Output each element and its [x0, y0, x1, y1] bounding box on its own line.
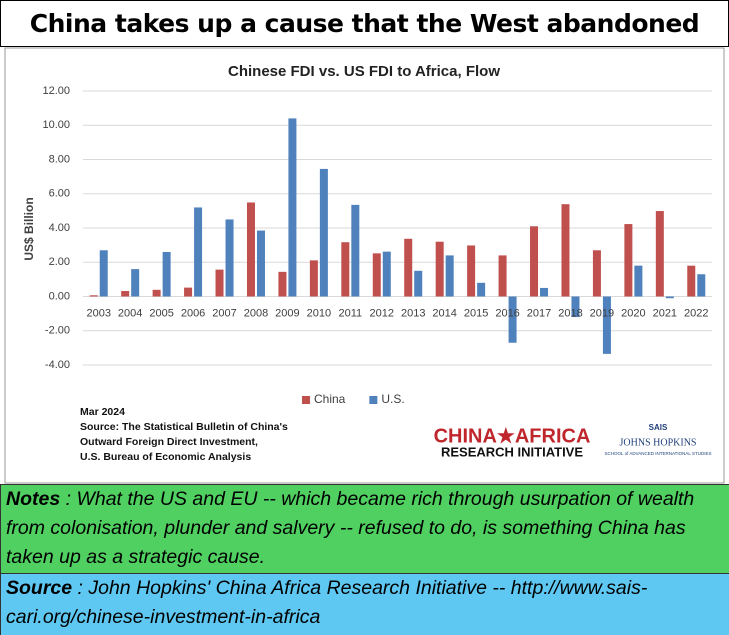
x-tick-label: 2012 [370, 307, 394, 319]
y-tick-label: 10.00 [42, 119, 70, 131]
bar [592, 250, 601, 297]
x-tick-label: 2021 [653, 307, 677, 319]
source-label: Source [6, 577, 73, 599]
y-tick-label: 8.00 [49, 153, 70, 165]
x-tick-label: 2005 [149, 307, 173, 319]
bar [571, 296, 580, 318]
bar [602, 296, 611, 354]
bar [194, 207, 203, 297]
bar [215, 269, 224, 297]
bar [445, 255, 454, 297]
bar [99, 250, 108, 297]
bar [184, 287, 193, 297]
bar [655, 211, 664, 297]
footnote: Source: The Statistical Bulletin of Chin… [80, 421, 288, 433]
logo-jhu: SAIS [649, 423, 668, 432]
footnote: Outward Foreign Direct Investment, [80, 436, 258, 448]
bar [246, 202, 255, 297]
bar [665, 296, 674, 299]
bar [414, 270, 423, 297]
bar [162, 251, 171, 297]
bar [382, 251, 391, 297]
y-tick-label: -4.00 [45, 359, 70, 371]
bar [351, 204, 360, 297]
bar [319, 168, 328, 297]
bar [89, 295, 98, 297]
y-axis-label: US$ Billion [22, 197, 36, 260]
bar [624, 224, 633, 297]
bar [256, 230, 265, 297]
notes-label: Notes [6, 488, 61, 510]
bar [225, 219, 234, 297]
bar [288, 118, 297, 297]
legend-label: U.S. [381, 392, 404, 406]
x-tick-label: 2008 [244, 307, 268, 319]
chart-frame [4, 47, 725, 484]
y-tick-label: -2.00 [45, 325, 70, 337]
y-tick-label: 4.00 [49, 222, 70, 234]
bar [540, 287, 549, 297]
legend-label: China [314, 392, 346, 406]
bar [341, 242, 350, 297]
bar [278, 271, 287, 297]
x-tick-label: 2011 [338, 307, 362, 319]
logo-cari: RESEARCH INITIATIVE [441, 444, 583, 459]
chart: Chinese FDI vs. US FDI to Africa, Flow U… [4, 47, 725, 484]
bar [687, 265, 696, 297]
bar [634, 265, 643, 297]
bar [477, 282, 486, 297]
bar [372, 253, 381, 297]
x-tick-label: 2004 [118, 307, 142, 319]
chart-title: Chinese FDI vs. US FDI to Africa, Flow [228, 63, 500, 80]
logo-jhu: SCHOOL of ADVANCED INTERNATIONAL STUDIES [604, 451, 711, 456]
x-tick-label: 2017 [527, 307, 551, 319]
bar [498, 255, 507, 297]
footnote: Mar 2024 [80, 406, 125, 418]
header-title: China takes up a cause that the West aba… [0, 0, 729, 47]
source-text: : John Hopkins' China Africa Research In… [6, 577, 648, 628]
x-tick-label: 2014 [432, 307, 456, 319]
x-tick-label: 2006 [181, 307, 205, 319]
bar [435, 241, 444, 297]
notes: Notes : What the US and EU -- which beca… [0, 484, 729, 574]
bar [152, 289, 161, 297]
y-tick-label: 12.00 [42, 85, 70, 97]
x-tick-label: 2022 [684, 307, 708, 319]
logo-cari: CHINA★AFRICA [434, 425, 591, 447]
y-tick-label: 0.00 [49, 290, 70, 302]
bar [404, 238, 413, 297]
x-tick-label: 2009 [275, 307, 299, 319]
bar [697, 274, 706, 297]
x-tick-label: 2015 [464, 307, 488, 319]
bar [121, 291, 130, 297]
x-tick-label: 2019 [590, 307, 614, 319]
bar [508, 296, 517, 343]
source: Source : John Hopkins' China Africa Rese… [0, 573, 729, 635]
x-tick-label: 2020 [621, 307, 645, 319]
legend-swatch [369, 396, 378, 404]
bar [561, 204, 570, 297]
bar [131, 269, 140, 297]
footnote: U.S. Bureau of Economic Analysis [80, 451, 251, 463]
x-tick-label: 2007 [212, 307, 236, 319]
x-tick-label: 2003 [86, 307, 110, 319]
legend-swatch [302, 396, 310, 404]
x-tick-label: 2018 [558, 307, 582, 319]
bar [467, 245, 476, 297]
x-tick-label: 2010 [307, 307, 331, 319]
y-tick-label: 2.00 [49, 256, 70, 268]
bar [530, 226, 539, 297]
x-tick-label: 2016 [495, 307, 519, 319]
logo-jhu: JOHNS HOPKINS [620, 437, 697, 448]
y-tick-label: 6.00 [49, 188, 70, 200]
bar [309, 260, 318, 297]
x-tick-label: 2013 [401, 307, 425, 319]
notes-text: : What the US and EU -- which became ric… [6, 488, 695, 568]
